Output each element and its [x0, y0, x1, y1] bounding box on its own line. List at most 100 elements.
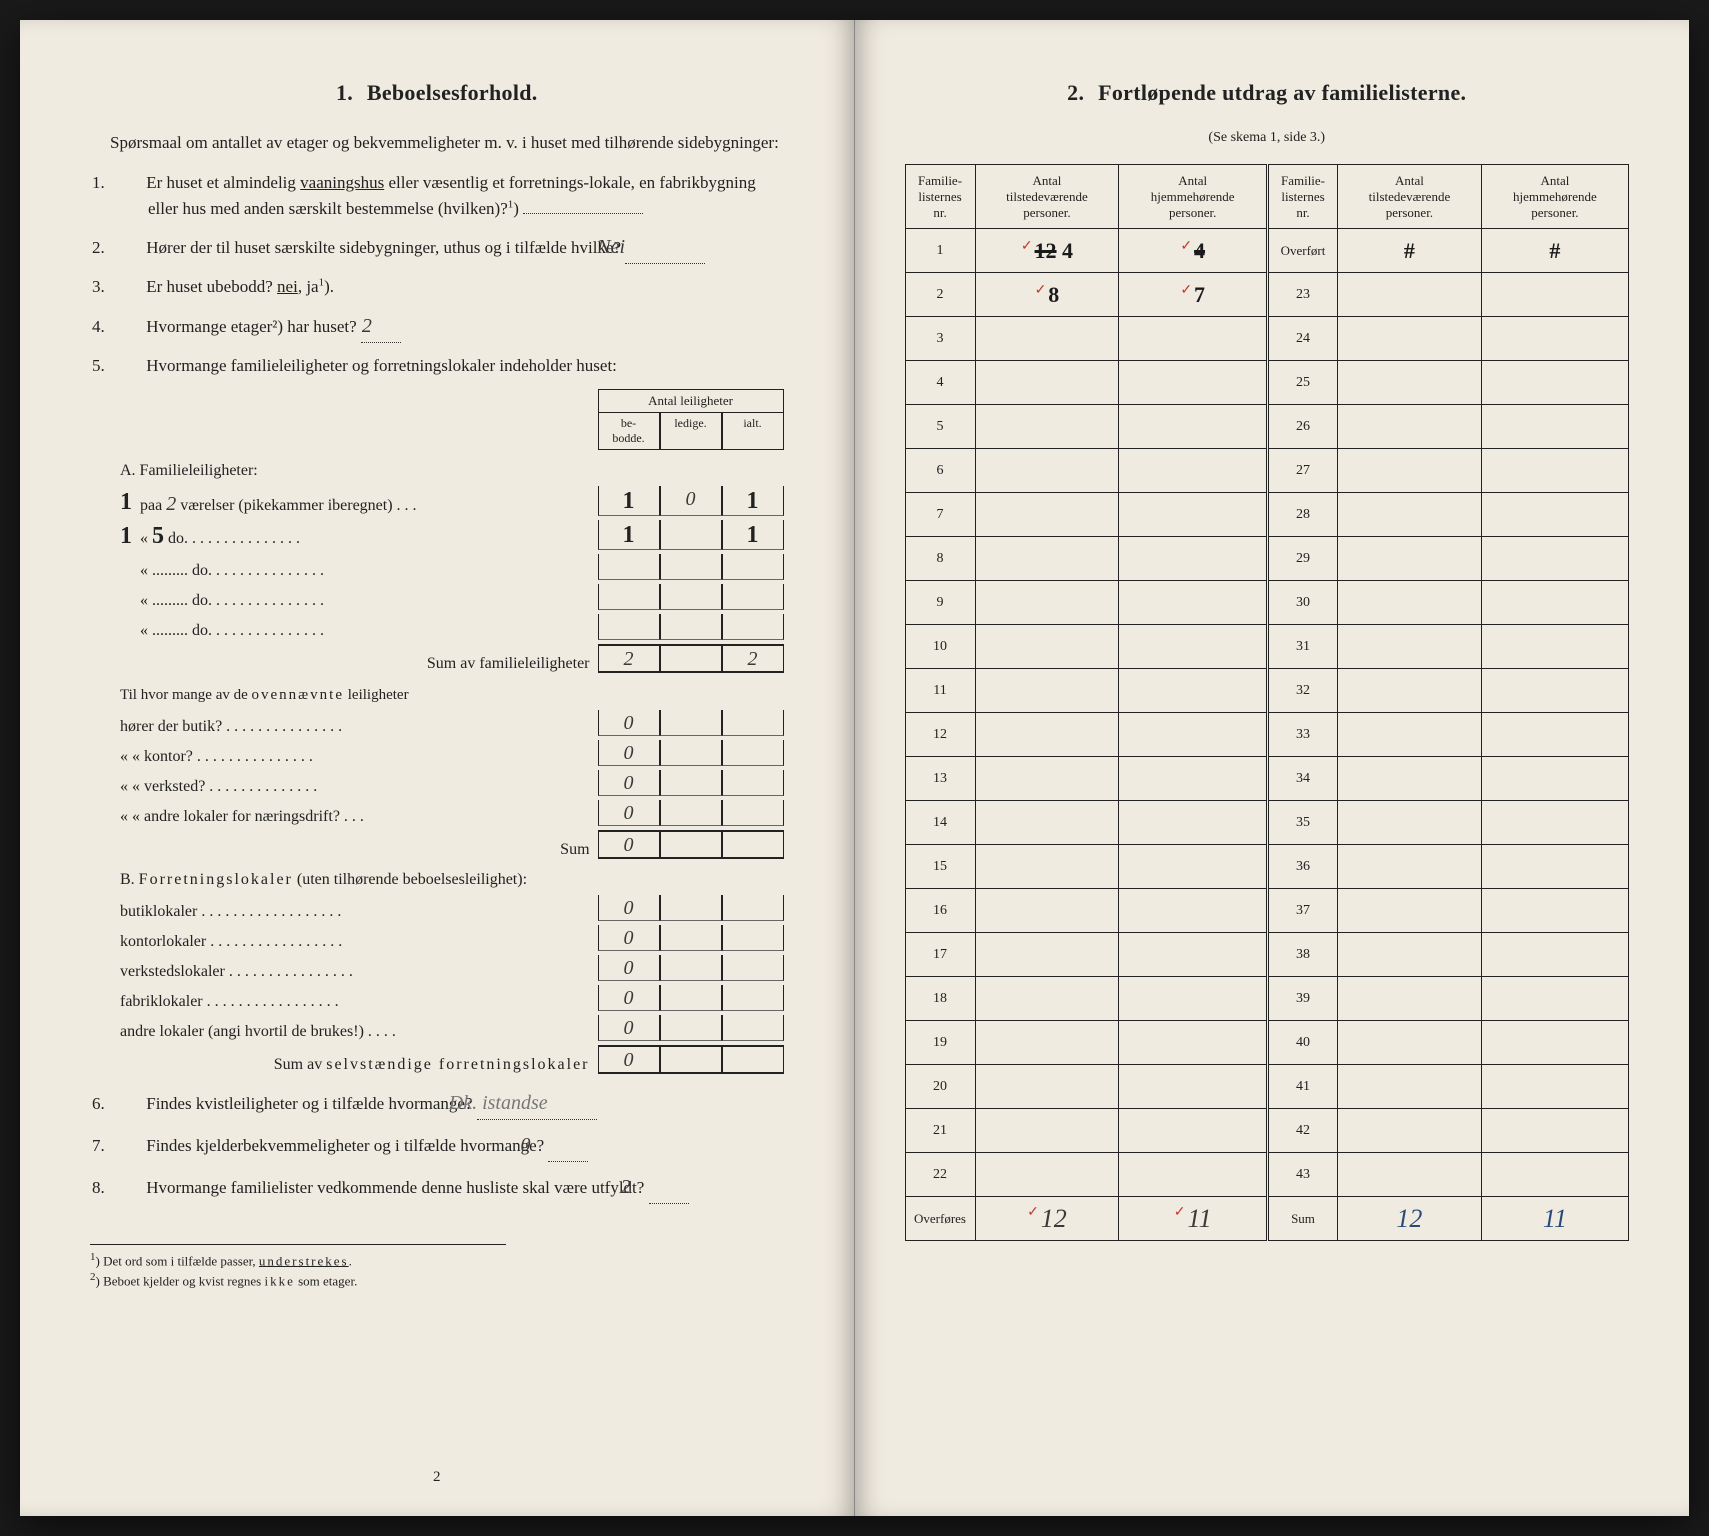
- table-row: 14 35: [905, 801, 1628, 845]
- right-title-num: 2.: [1067, 80, 1084, 105]
- right-subtitle: (Se skema 1, side 3.): [905, 130, 1629, 146]
- row-num-right: 37: [1268, 889, 1338, 933]
- row-a2-bebodde: 1: [598, 520, 660, 550]
- row-num-right: 41: [1268, 1065, 1338, 1109]
- row-a3-label: « ......... do. . . . . . . . . . . . . …: [140, 562, 598, 580]
- q6-answer: Dk. istandse: [477, 1088, 597, 1120]
- row-num-right: 33: [1268, 713, 1338, 757]
- table-row: 1✓12 4✓4Overført##: [905, 229, 1628, 273]
- cell-hjemme: [1119, 933, 1268, 977]
- cell-hjemme-r: [1481, 537, 1628, 581]
- b5-row: andre lokaler (angi hvortil de brukes!) …: [120, 1015, 784, 1041]
- cell-tilstede-r: [1338, 361, 1482, 405]
- cell-tilstede: [975, 933, 1119, 977]
- cell-hjemme-r: [1481, 845, 1628, 889]
- til1-v: 0: [598, 710, 660, 736]
- til2-label: « « kontor? . . . . . . . . . . . . . . …: [120, 748, 598, 766]
- cell-tilstede-r: [1338, 1153, 1482, 1197]
- cell-tilstede: [975, 889, 1119, 933]
- row-num-right: 35: [1268, 801, 1338, 845]
- cell-hjemme: [1119, 1065, 1268, 1109]
- cell-tilstede-r: [1338, 537, 1482, 581]
- row-num-right: 38: [1268, 933, 1338, 977]
- q5: 5. Hvormange familieleiligheter og forre…: [120, 353, 784, 379]
- row-a1-ledige: 0: [660, 486, 722, 516]
- b1-row: butiklokaler . . . . . . . . . . . . . .…: [120, 895, 784, 921]
- row-a1-ialt: 1: [722, 486, 784, 516]
- b2-label: kontorlokaler . . . . . . . . . . . . . …: [120, 933, 598, 951]
- q6-num: 6.: [120, 1091, 142, 1117]
- sum-b: 11: [1481, 1197, 1628, 1241]
- row-num-right: 30: [1268, 581, 1338, 625]
- q2-text: Hører der til huset særskilte sidebygnin…: [146, 238, 621, 257]
- sum-a-label: Sum av familieleiligheter: [120, 655, 598, 673]
- cell-tilstede: [975, 405, 1119, 449]
- cell-hjemme: [1119, 889, 1268, 933]
- cell-tilstede: [975, 757, 1119, 801]
- cell-tilstede: [975, 449, 1119, 493]
- row-num-right: 34: [1268, 757, 1338, 801]
- q8-text: Hvormange familielister vedkommende denn…: [146, 1178, 644, 1197]
- sum-a-row: Sum av familieleiligheter 2 2: [120, 644, 784, 673]
- table-row: 425: [905, 361, 1628, 405]
- row-a1-label: paa 2 værelser (pikekammer iberegnet) . …: [140, 493, 598, 516]
- b1-label: butiklokaler . . . . . . . . . . . . . .…: [120, 903, 598, 921]
- cell-tilstede: [975, 493, 1119, 537]
- q3-nei: nei: [277, 277, 298, 296]
- table-row: 324: [905, 317, 1628, 361]
- row-num-left: 9: [905, 581, 975, 625]
- til3-v: 0: [598, 770, 660, 796]
- q5-num: 5.: [120, 353, 142, 379]
- cell-tilstede: ✓12 4: [975, 229, 1119, 273]
- row-a1-bebodde: 1: [598, 486, 660, 516]
- row-num-left: 15: [905, 845, 975, 889]
- table-row: 1839: [905, 977, 1628, 1021]
- cell-hjemme: [1119, 977, 1268, 1021]
- cell-tilstede: ✓8: [975, 273, 1119, 317]
- row-num-right: 28: [1268, 493, 1338, 537]
- cell-tilstede: [975, 1153, 1119, 1197]
- row-num-left: 12: [905, 713, 975, 757]
- cell-tilstede-r: [1338, 889, 1482, 933]
- question-list: 1. Er huset et almindelig vaaningshus el…: [90, 170, 784, 379]
- table-row: 2142: [905, 1109, 1628, 1153]
- cell-hjemme: [1119, 625, 1268, 669]
- left-title: 1. Beboelsesforhold.: [90, 80, 784, 106]
- b3-row: verkstedslokaler . . . . . . . . . . . .…: [120, 955, 784, 981]
- cell-hjemme: [1119, 361, 1268, 405]
- cell-hjemme: ✓4: [1119, 229, 1268, 273]
- table-row: 1334: [905, 757, 1628, 801]
- q3-text-a: Er huset ubebodd?: [146, 277, 277, 296]
- overfores-b: ✓11: [1119, 1197, 1268, 1241]
- cell-hjemme-r: [1481, 581, 1628, 625]
- b2-v: 0: [598, 925, 660, 951]
- left-title-num: 1.: [336, 80, 353, 105]
- cell-tilstede: [975, 801, 1119, 845]
- cell-tilstede-r: [1338, 845, 1482, 889]
- cell-tilstede: [975, 845, 1119, 889]
- row-num-right: 27: [1268, 449, 1338, 493]
- q4-text: Hvormange etager²) har huset?: [146, 317, 356, 336]
- row-num-left: 22: [905, 1153, 975, 1197]
- row-a2-prefix: 1: [120, 523, 140, 550]
- til3-label: « « verksted? . . . . . . . . . . . . . …: [120, 778, 598, 796]
- row-num-left: 14: [905, 801, 975, 845]
- row-a1: 1 paa 2 værelser (pikekammer iberegnet) …: [120, 486, 784, 516]
- row-num-right: 42: [1268, 1109, 1338, 1153]
- family-table-body: 1✓12 4✓4Overført##2✓8✓723324425526627728…: [905, 229, 1628, 1241]
- cell-tilstede: [975, 713, 1119, 757]
- til1-row: hører der butik? . . . . . . . . . . . .…: [120, 710, 784, 736]
- intro-text: Spørsmaal om antallet av etager og bekve…: [90, 130, 784, 156]
- row-num-right: 29: [1268, 537, 1338, 581]
- cell-hjemme: ✓7: [1119, 273, 1268, 317]
- q4-answer: 2: [361, 311, 401, 343]
- row-a4: « ......... do. . . . . . . . . . . . . …: [120, 584, 784, 610]
- cell-hjemme-r: [1481, 449, 1628, 493]
- family-table-header: Familie-listernesnr. Antaltilstedeværend…: [905, 165, 1628, 229]
- row-num-right: 39: [1268, 977, 1338, 1021]
- cell-tilstede: [975, 625, 1119, 669]
- cell-hjemme-r: [1481, 669, 1628, 713]
- cell-hjemme: [1119, 713, 1268, 757]
- cell-tilstede-r: [1338, 317, 1482, 361]
- cell-hjemme-r: [1481, 273, 1628, 317]
